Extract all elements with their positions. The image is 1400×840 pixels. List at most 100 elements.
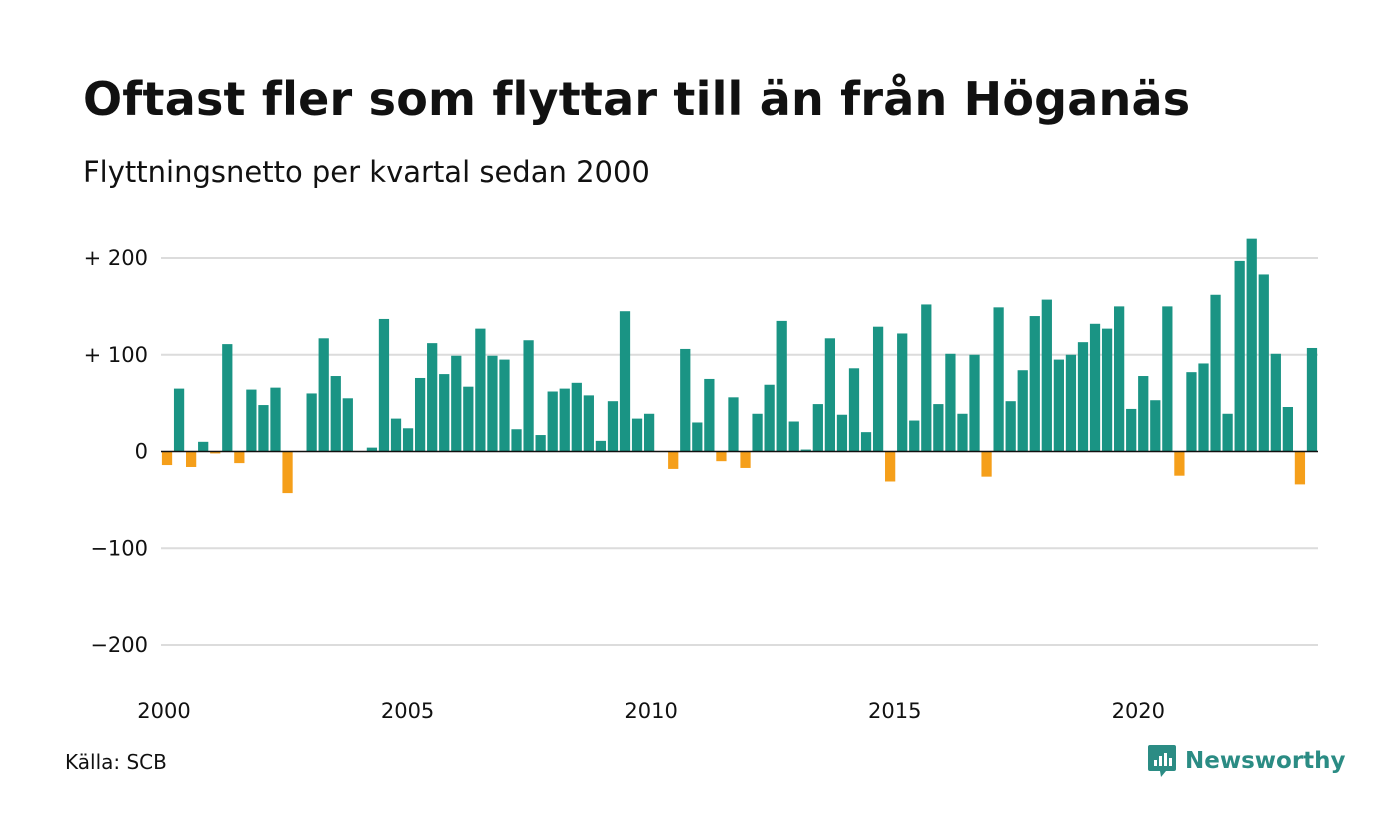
bar xyxy=(451,355,462,452)
bar xyxy=(1017,370,1028,452)
brand-name: Newsworthy xyxy=(1185,748,1346,774)
bar xyxy=(933,404,944,452)
bar xyxy=(583,395,594,452)
bar xyxy=(909,420,920,452)
bar xyxy=(1234,260,1245,452)
bar xyxy=(824,338,836,452)
bar xyxy=(1222,413,1233,452)
bar xyxy=(668,451,679,469)
bar xyxy=(945,353,956,452)
bar-layer xyxy=(161,238,1318,494)
bar xyxy=(1270,353,1281,452)
bar xyxy=(342,398,353,452)
bar xyxy=(848,368,860,452)
bar xyxy=(1114,306,1125,452)
bar xyxy=(222,344,233,452)
bar xyxy=(330,376,341,452)
bar xyxy=(475,328,486,452)
bar xyxy=(1126,408,1137,452)
bar xyxy=(764,384,775,452)
y-tick-label: 0 xyxy=(135,440,148,464)
bar xyxy=(487,355,498,452)
bar xyxy=(1029,316,1040,452)
bar xyxy=(680,348,691,452)
brand-logo[interactable]: Newsworthy xyxy=(1147,744,1346,778)
bar xyxy=(1077,342,1089,452)
bar xyxy=(234,451,245,464)
bar xyxy=(836,414,848,452)
bar xyxy=(1210,294,1221,452)
bar xyxy=(860,432,872,452)
bar xyxy=(1005,401,1016,452)
y-tick-label: + 100 xyxy=(84,343,148,367)
bar xyxy=(270,387,281,452)
bar xyxy=(210,451,221,454)
bar xyxy=(547,391,558,452)
bar xyxy=(306,393,317,452)
bar xyxy=(704,378,715,452)
bar xyxy=(559,388,570,452)
x-tick-label: 2020 xyxy=(1112,699,1165,723)
bar xyxy=(1065,354,1077,452)
bar xyxy=(402,428,414,452)
grid-layer xyxy=(161,257,1318,646)
y-tick-label: −100 xyxy=(90,536,148,560)
bar xyxy=(643,413,655,452)
x-tick-label: 2000 xyxy=(137,699,190,723)
bar xyxy=(378,318,390,452)
bar xyxy=(631,418,643,452)
y-tick-label: −200 xyxy=(90,633,148,657)
bar xyxy=(607,401,619,452)
bar xyxy=(1246,238,1257,452)
bar xyxy=(439,374,450,452)
bar xyxy=(390,418,402,452)
bar xyxy=(1294,451,1306,485)
newsworthy-logo-icon xyxy=(1148,745,1176,777)
bar xyxy=(1101,328,1113,452)
bar xyxy=(981,451,992,477)
bar xyxy=(161,451,173,466)
bar xyxy=(282,451,293,494)
bar xyxy=(800,449,811,452)
bar xyxy=(186,451,197,467)
bar xyxy=(1053,359,1064,452)
bar xyxy=(921,304,932,452)
label-layer: + 200 + 100 0 −100 −200 2000 2005 2010 2015 2020 xyxy=(84,246,1165,723)
bar xyxy=(318,338,329,452)
bar xyxy=(198,441,209,452)
bar xyxy=(872,326,884,452)
bar xyxy=(812,404,823,452)
bar xyxy=(692,422,703,452)
bar xyxy=(511,429,522,452)
bar xyxy=(885,451,896,482)
bar xyxy=(535,435,546,452)
bar xyxy=(1041,299,1052,452)
bar xyxy=(427,343,438,452)
y-tick-label: + 200 xyxy=(84,246,148,270)
bar xyxy=(173,388,185,452)
bar xyxy=(1089,323,1101,452)
bar xyxy=(499,359,510,452)
bar xyxy=(897,333,908,452)
bar xyxy=(1186,372,1197,452)
bar xyxy=(595,440,607,452)
x-tick-label: 2015 xyxy=(868,699,921,723)
chart-subtitle: Flyttningsnetto per kvartal sedan 2000 xyxy=(83,155,650,189)
bar xyxy=(1138,376,1149,452)
bar xyxy=(258,405,269,452)
bar xyxy=(957,413,968,452)
x-tick-label: 2005 xyxy=(381,699,434,723)
bar xyxy=(366,447,378,452)
bar xyxy=(993,307,1004,452)
bar xyxy=(788,421,799,452)
bar xyxy=(523,340,534,452)
bar xyxy=(752,413,763,452)
bar xyxy=(1198,363,1209,452)
bar xyxy=(1282,407,1293,452)
x-tick-label: 2010 xyxy=(624,699,677,723)
bar xyxy=(728,397,739,452)
bar xyxy=(246,389,257,452)
bar xyxy=(1174,451,1185,476)
bar xyxy=(1162,306,1173,452)
